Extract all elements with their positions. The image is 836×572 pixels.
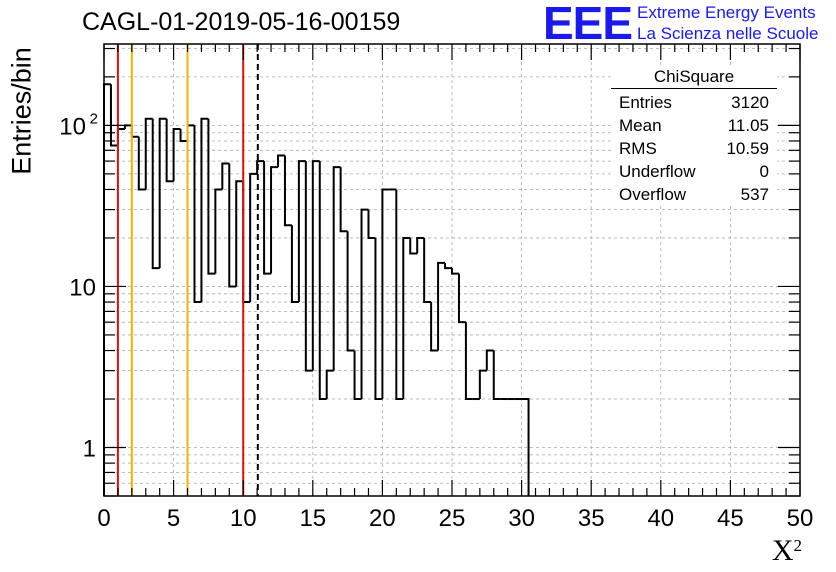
histogram-bin [444,262,452,270]
histogram-bin [437,261,446,351]
histogram-bin [200,117,209,303]
histogram-bin [402,236,411,400]
histogram-bin [485,349,494,371]
histogram-bin [228,163,237,288]
y-axis-label: Entries/bin [6,47,37,175]
histogram-bin [283,155,292,227]
y-axis-label-box: Entries/bin [6,36,38,186]
histogram-bin [270,166,278,274]
histogram-bin [297,160,306,303]
stats-row-rms: RMS 10.59 [611,137,777,160]
histogram-bin [277,154,285,168]
stats-box: ChiSquare Entries 3120 Mean 11.05 RMS 10… [611,66,777,206]
stats-value: 11.05 [727,116,769,135]
y-tick-label-exponent: 2 [90,110,98,127]
logo-line-1: Extreme Energy Events [637,3,816,22]
histogram-bin [304,161,313,372]
stats-label: Overflow [619,185,687,204]
x-tick-label: 40 [647,505,674,532]
histogram-bin [263,161,272,275]
histogram-bin [395,189,404,401]
x-tick-label: 25 [439,505,466,532]
histogram-bin [137,136,146,191]
x-tick-label: 50 [787,505,814,532]
stats-value: 10.59 [726,139,769,158]
y-tick-label: 1 [83,436,96,463]
stats-title: ChiSquare [611,66,777,89]
histogram-bins [103,83,530,496]
stats-row-entries: Entries 3120 [611,91,777,114]
histogram-bin [346,231,355,352]
x-tick-label: 15 [299,505,326,532]
histogram-bin [165,118,174,183]
histogram-bin [318,161,327,401]
reference-lines [116,44,259,496]
histogram-bin [158,117,167,269]
histogram-bin [214,188,223,274]
histogram-bin [249,172,258,303]
histogram-bin [116,127,125,146]
histogram-bin [235,180,244,287]
x-tick-label: 5 [167,505,180,532]
histogram-bin [103,83,111,496]
stats-row-overflow: Overflow 537 [611,183,777,206]
stats-value: 0 [759,162,769,181]
histogram-bin [360,208,369,400]
x-axis-label-box: X2 [772,534,802,568]
chart-title: CAGL-01-2019-05-16-00159 [82,8,401,36]
stats-label: Entries [619,93,672,112]
x-tick-label: 30 [508,505,535,532]
stats-value: 537 [740,185,769,204]
histogram-bin [451,268,459,275]
histogram-bin [430,302,439,352]
stats-label: Underflow [619,162,696,181]
histogram-bin [207,118,216,275]
histogram-bin [353,350,362,401]
histogram-bin [374,237,383,401]
histogram-bin [492,350,501,401]
histogram-bin [109,84,118,147]
histogram-bin [151,118,160,270]
histogram-bin [367,209,376,239]
histogram-bin [290,225,299,304]
histogram-bin [242,181,251,304]
x-tick-label: 0 [97,505,110,532]
stats-row-mean: Mean 11.05 [611,114,777,137]
axis-ticks [103,44,801,497]
histogram-bin [464,322,473,401]
stats-label: RMS [619,139,657,158]
histogram-bin [521,398,530,496]
histogram-bin [193,125,202,304]
histogram-bin [325,369,334,400]
stats-row-underflow: Underflow 0 [611,160,777,183]
stats-label: Mean [619,116,662,135]
x-tick-label: 20 [369,505,396,532]
x-tick-label: 45 [717,505,744,532]
histogram-bin [381,188,390,400]
histogram-bin [409,237,418,255]
stats-value: 3120 [731,93,769,112]
histogram-bin [457,273,466,324]
x-axis-label-superscript: 2 [793,536,803,555]
y-tick-label: 10 [59,113,86,140]
x-tick-label: 10 [230,505,257,532]
x-tick-label: 35 [578,505,605,532]
y-tick-label: 10 [69,274,96,301]
histogram-bin [339,167,348,233]
histogram-bin [478,369,487,400]
histogram-bin [332,166,341,371]
logo-line-2: La Scienza nelle Scuole [637,24,819,43]
histogram-bin [186,124,195,141]
histogram-bin [130,125,139,138]
histogram-bin [311,160,320,371]
histogram-bin [144,117,153,190]
eee-logo: EEE [543,0,633,49]
histogram-bin [221,162,230,190]
histogram-bin [423,237,432,304]
histogram-bin [172,127,181,182]
histogram-bin [416,236,425,254]
histogram-bin [179,128,188,142]
x-axis-label: X [771,534,794,567]
